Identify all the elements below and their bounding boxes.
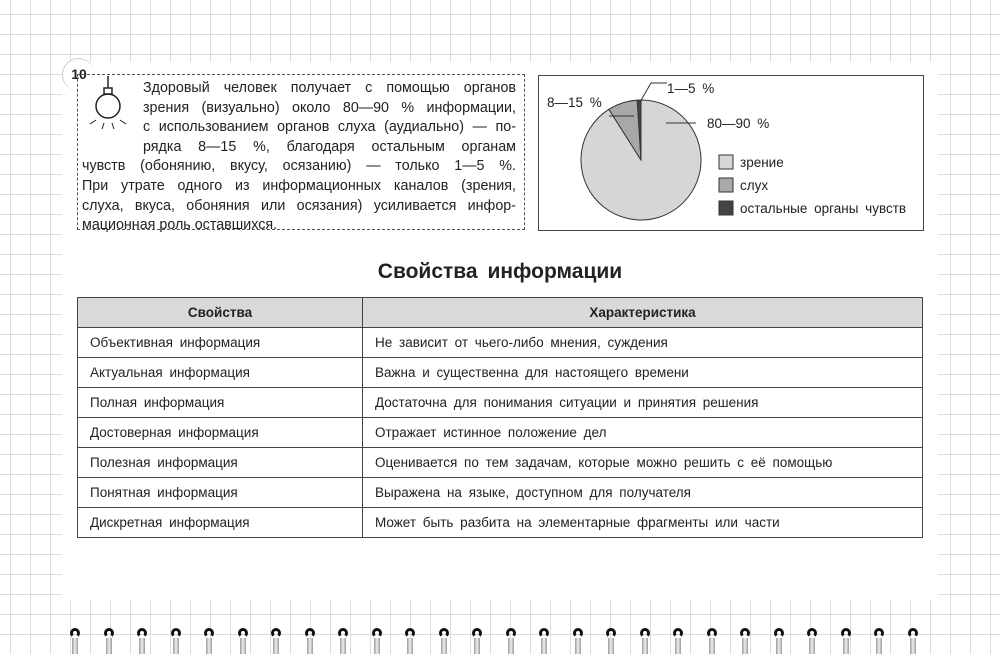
characteristic-cell: Достаточна для понимания ситуации и прин… <box>362 387 923 418</box>
table-row: Полезная информация Оценивается по тем за… <box>77 447 923 478</box>
binding-ring <box>438 628 451 654</box>
binding-ring <box>606 628 618 654</box>
binding-ring <box>170 628 183 654</box>
legend-swatch <box>718 154 734 170</box>
binding-ring <box>773 628 786 654</box>
characteristic-cell: Может быть разбита на элементарные фрагм… <box>362 507 923 538</box>
characteristic-cell: Важна и существенна для настоящего време… <box>362 357 923 388</box>
column-header: Характеристика <box>362 297 923 328</box>
property-cell: Понятная информация <box>77 477 363 508</box>
binding-ring <box>137 628 149 654</box>
slice-label: 1—5 % <box>667 81 714 96</box>
binding-ring <box>271 628 283 654</box>
info-line: При утрате одного из информационных кана… <box>82 177 516 194</box>
binding-ring <box>907 628 920 654</box>
info-line: чувств (обонянию, вкусу, осязанию) — тол… <box>82 158 516 175</box>
table-row: Объективная информация Не зависит от чьег… <box>77 327 923 358</box>
binding-ring <box>740 628 752 654</box>
binding-ring <box>505 628 518 654</box>
info-line: слуха, вкуса, обоняния или осязания) уси… <box>82 197 516 214</box>
binding-ring <box>103 628 116 654</box>
legend-label: зрение <box>740 155 784 170</box>
binding-ring <box>572 628 585 654</box>
leader-line <box>639 82 667 103</box>
characteristic-cell: Выражена на языке, доступном для получат… <box>362 477 923 508</box>
info-line: Здоровый человек получает с помощью орга… <box>143 80 516 96</box>
legend-label: остальные органы чувств <box>740 201 906 216</box>
binding-ring <box>673 628 685 654</box>
info-line: рядка 8—15 %, благодаря остальным органа… <box>143 138 516 155</box>
binding-ring <box>840 628 853 654</box>
spiral-binding <box>0 600 1000 654</box>
column-header: Свойства <box>77 297 363 328</box>
binding-ring <box>472 628 484 654</box>
table-row: Полная информация Достаточна для понимани… <box>77 387 923 418</box>
property-cell: Объективная информация <box>77 327 363 358</box>
info-line: с использованием органов слуха (аудиальн… <box>143 119 516 136</box>
table-header-row: Свойства Характеристика <box>77 297 923 328</box>
binding-ring <box>405 628 417 654</box>
binding-ring <box>807 628 819 654</box>
property-cell: Дискретная информация <box>77 507 363 538</box>
binding-ring <box>639 628 652 654</box>
legend-label: слух <box>740 178 768 193</box>
slice-label: 80—90 % <box>707 116 769 131</box>
binding-ring <box>237 628 250 654</box>
info-box <box>77 74 525 230</box>
binding-ring <box>539 628 551 654</box>
table-row: Дискретная информация Может быть разбита … <box>77 507 923 538</box>
property-cell: Полезная информация <box>77 447 363 478</box>
characteristic-cell: Оценивается по тем задачам, которые можн… <box>362 447 923 478</box>
section-title: Свойства информации <box>377 260 623 283</box>
binding-ring <box>706 628 719 654</box>
lightbulb-icon <box>89 76 127 130</box>
table-row: Актуальная информация Важна и существенна… <box>77 357 923 388</box>
binding-ring <box>304 628 317 654</box>
table-row: Достоверная информация Отражает истинное … <box>77 417 923 448</box>
property-cell: Достоверная информация <box>77 417 363 448</box>
binding-ring <box>338 628 350 654</box>
pie-chart: 80—90 % 8—15 % 1—5 % зрение слух остальные ор… <box>538 75 924 231</box>
legend-swatch <box>718 177 734 193</box>
table-row: Понятная информация Выражена на языке, до… <box>77 477 923 508</box>
characteristic-cell: Отражает истинное положение дел <box>362 417 923 448</box>
properties-table: Свойства Характеристика Объективная инфо… <box>77 297 923 538</box>
info-text: Здоровый человек получает с помощью орга… <box>82 79 516 236</box>
binding-ring <box>70 628 82 654</box>
binding-ring <box>371 628 384 654</box>
property-cell: Актуальная информация <box>77 357 363 388</box>
slice-label: 8—15 % <box>547 95 602 110</box>
binding-ring <box>204 628 216 654</box>
info-line: зрения (визуально) около 80—90 % информа… <box>143 99 516 116</box>
info-line: мационная роль оставшихся. <box>82 217 278 234</box>
legend-swatch <box>718 200 734 216</box>
property-cell: Полная информация <box>77 387 363 418</box>
characteristic-cell: Не зависит от чьего-либо мнения, суждени… <box>362 327 923 358</box>
pie-chart-svg: 80—90 % 8—15 % 1—5 % зрение слух остальные ор… <box>547 81 906 221</box>
binding-ring <box>874 628 886 654</box>
